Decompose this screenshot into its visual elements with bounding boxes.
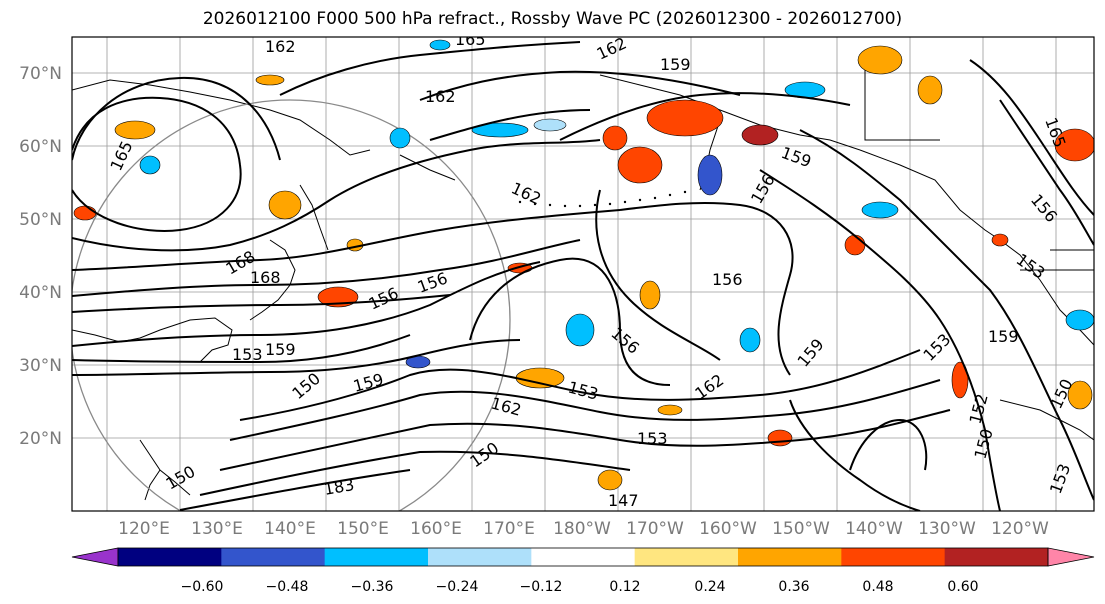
lat-label: 20°N bbox=[19, 429, 62, 449]
shaded-anomalies bbox=[73, 39, 1094, 491]
map-panel: 165 162 159 156 153 150 147 168 183 165 … bbox=[72, 30, 1094, 511]
lon-label: 140°E bbox=[264, 519, 316, 539]
colorbar-bin bbox=[428, 548, 532, 566]
map-frame bbox=[71, 36, 1095, 512]
map-title: 2026012100 F000 500 hPa refract., Rossby… bbox=[202, 9, 903, 29]
colorbar-tick-label: 0.48 bbox=[862, 579, 893, 595]
contour-label: 168 bbox=[250, 268, 281, 287]
longitude-labels: 120°E 130°E 140°E 150°E 160°E 170°E 180°… bbox=[118, 519, 1049, 539]
colorbar-tick-label: −0.36 bbox=[351, 579, 394, 595]
lat-label: 50°N bbox=[19, 210, 62, 230]
great-circle bbox=[72, 99, 511, 511]
gridlines bbox=[72, 37, 1094, 511]
contour-label: 147 bbox=[608, 491, 639, 510]
colorbar-tick-labels: −0.60 −0.48 −0.36 −0.24 −0.12 0.12 0.24 … bbox=[181, 579, 979, 595]
lon-label: 150°E bbox=[337, 519, 389, 539]
contour-label: 159 bbox=[660, 55, 691, 74]
lon-label: 120°W bbox=[991, 519, 1049, 539]
colorbar-tick-label: −0.24 bbox=[436, 579, 479, 595]
lon-label: 150°W bbox=[772, 519, 830, 539]
colorbar-tick-label: −0.48 bbox=[266, 579, 309, 595]
lon-label: 120°E bbox=[118, 519, 170, 539]
colorbar bbox=[71, 547, 1095, 567]
colorbar-tick-label: 0.60 bbox=[947, 579, 978, 595]
colorbar-tick-label: 0.24 bbox=[694, 579, 725, 595]
lon-label: 160°W bbox=[699, 519, 757, 539]
contour-label: 159 bbox=[988, 327, 1019, 346]
lat-label: 70°N bbox=[19, 64, 62, 84]
lon-label: 160°E bbox=[410, 519, 462, 539]
lon-label: 140°W bbox=[845, 519, 903, 539]
lon-label: 180°W bbox=[553, 519, 611, 539]
contour-label: 156 bbox=[712, 270, 743, 289]
contour-label: 162 bbox=[425, 87, 456, 106]
lon-label: 130°E bbox=[191, 519, 243, 539]
colorbar-bin bbox=[118, 548, 222, 566]
colorbar-extend-max bbox=[1047, 547, 1095, 567]
colorbar-extend-min bbox=[71, 547, 119, 567]
contour-label: 159 bbox=[265, 340, 296, 359]
contour-label: 153 bbox=[637, 429, 668, 448]
colorbar-bin bbox=[221, 548, 326, 566]
lon-label: 170°E bbox=[483, 519, 535, 539]
colorbar-border bbox=[117, 547, 1049, 567]
colorbar-bin bbox=[841, 548, 946, 566]
colorbar-tick-label: 0.12 bbox=[609, 579, 640, 595]
colorbar-bin bbox=[634, 548, 739, 566]
colorbar-tick-label: 0.36 bbox=[778, 579, 809, 595]
contour-label: 165 bbox=[455, 30, 486, 49]
colorbar-tick-label: −0.60 bbox=[181, 579, 224, 595]
latitude-labels: 70°N 60°N 50°N 40°N 30°N 20°N bbox=[19, 64, 62, 449]
colorbar-bin bbox=[944, 548, 1049, 566]
lat-label: 40°N bbox=[19, 283, 62, 303]
aleutian-islands bbox=[518, 190, 687, 208]
lon-label: 130°W bbox=[918, 519, 976, 539]
colorbar-bin bbox=[738, 548, 842, 566]
contour-label: 162 bbox=[265, 37, 296, 56]
lat-label: 60°N bbox=[19, 137, 62, 157]
contour-label: 153 bbox=[232, 345, 263, 364]
lat-label: 30°N bbox=[19, 356, 62, 376]
contour-lines bbox=[72, 41, 1094, 511]
colorbar-bin bbox=[531, 548, 636, 566]
lon-label: 170°W bbox=[626, 519, 684, 539]
colorbar-tick-label: −0.12 bbox=[520, 579, 563, 595]
colorbar-bin bbox=[324, 548, 429, 566]
